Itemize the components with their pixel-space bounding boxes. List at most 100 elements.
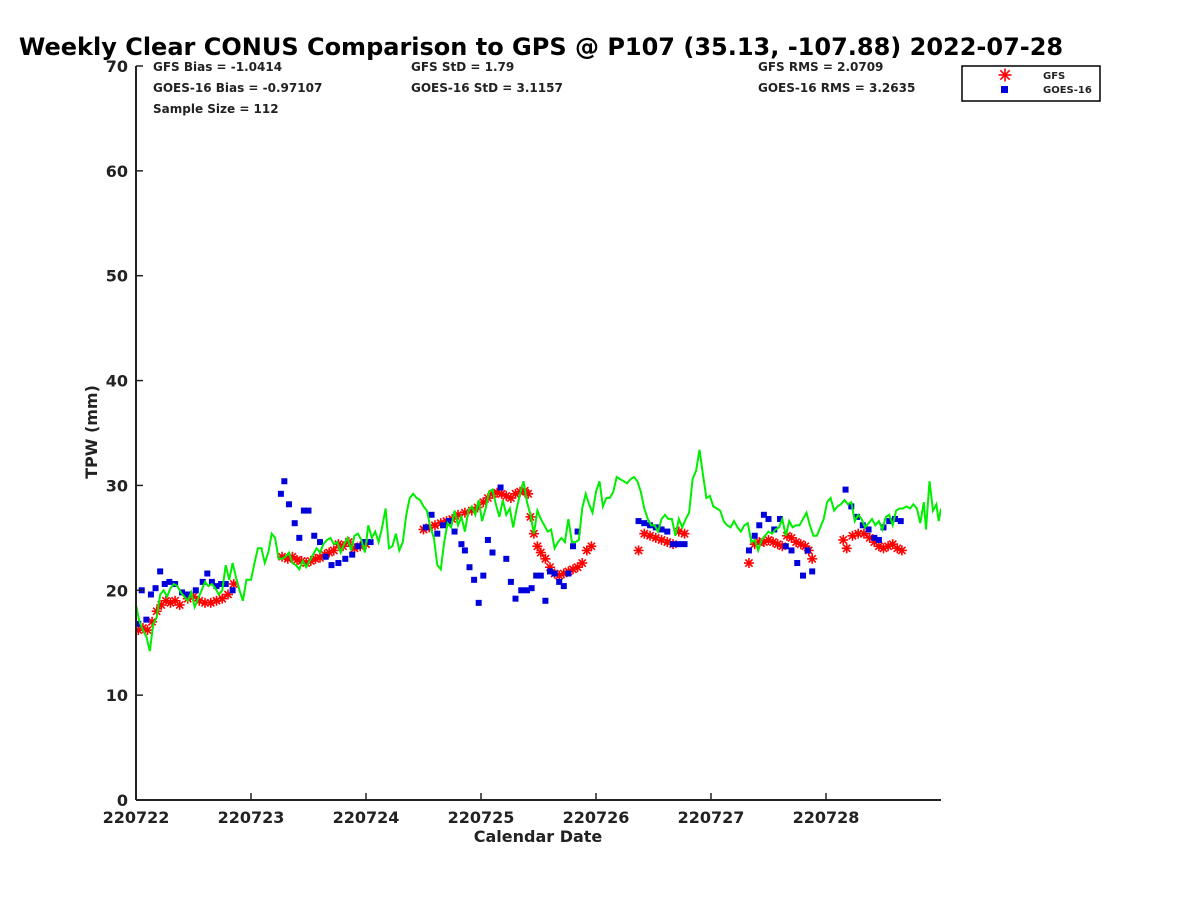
gfs-bias-stat: GFS Bias = -1.0414 <box>153 60 282 74</box>
legend-box <box>961 65 1101 102</box>
point-goes-16 <box>152 585 159 592</box>
point-goes-16 <box>208 578 215 585</box>
point-goes-16 <box>641 520 648 527</box>
point-goes-16 <box>760 511 767 518</box>
point-goes-16 <box>360 539 367 546</box>
point-goes-16 <box>428 511 435 518</box>
point-goes-16 <box>300 507 307 514</box>
point-goes-16 <box>434 530 441 537</box>
point-goes-16 <box>277 490 284 497</box>
point-goes-16 <box>842 486 849 493</box>
point-goes-16 <box>794 560 801 567</box>
x-tick-label: 220722 <box>103 808 170 827</box>
y-tick-label: 10 <box>106 686 128 705</box>
point-goes-16 <box>528 585 535 592</box>
point-goes-16 <box>475 599 482 606</box>
point-goes-16 <box>565 570 572 577</box>
point-goes-16 <box>518 587 525 594</box>
point-gfs <box>858 528 869 539</box>
point-goes-16 <box>551 570 558 577</box>
x-axis-label: Calendar Date <box>474 827 603 846</box>
point-goes-16 <box>664 528 671 535</box>
x-tick-label: 220726 <box>563 808 630 827</box>
goes-bias-stat: GOES-16 Bias = -0.97107 <box>153 81 322 95</box>
point-goes-16 <box>166 578 173 585</box>
point-gfs <box>838 534 849 545</box>
point-goes-16 <box>147 591 154 598</box>
point-goes-16 <box>157 568 164 575</box>
point-goes-16 <box>328 562 335 569</box>
point-goes-16 <box>804 547 811 554</box>
point-goes-16 <box>751 532 758 539</box>
point-gfs <box>807 553 818 564</box>
point-gfs <box>896 545 907 556</box>
point-goes-16 <box>574 528 581 535</box>
point-goes-16 <box>524 587 530 594</box>
point-gfs <box>586 541 597 552</box>
point-goes-16 <box>342 555 349 562</box>
point-goes-16 <box>305 507 312 514</box>
legend-gfs-marker <box>998 68 1012 82</box>
point-gfs <box>743 558 754 569</box>
point-goes-16 <box>658 526 665 533</box>
x-tick-label: 220727 <box>678 808 745 827</box>
plot-area <box>136 449 941 652</box>
x-tick-label: 220728 <box>793 808 860 827</box>
point-goes-16 <box>670 541 677 548</box>
point-goes-16 <box>192 587 199 594</box>
point-goes-16 <box>897 518 904 525</box>
point-goes-16 <box>143 616 150 623</box>
point-goes-16 <box>675 541 682 548</box>
point-goes-16 <box>635 518 642 525</box>
point-goes-16 <box>809 568 816 575</box>
point-goes-16 <box>451 528 458 535</box>
point-goes-16 <box>788 547 795 554</box>
point-goes-16 <box>875 536 882 543</box>
point-goes-16 <box>218 580 225 587</box>
y-tick-label: 40 <box>106 372 128 391</box>
point-goes-16 <box>322 553 329 560</box>
point-goes-16 <box>466 564 473 571</box>
point-goes-16 <box>229 587 236 594</box>
point-goes-16 <box>317 539 323 546</box>
point-goes-16 <box>512 595 519 602</box>
point-goes-16 <box>354 543 361 550</box>
point-goes-16 <box>681 541 688 548</box>
y-tick-label: 60 <box>106 162 128 181</box>
point-goes-16 <box>547 568 553 575</box>
point-goes-16 <box>349 551 356 558</box>
x-tick-label: 220724 <box>333 808 400 827</box>
point-goes-16 <box>480 572 487 579</box>
point-goes-16 <box>222 580 229 587</box>
point-goes-16 <box>777 515 783 522</box>
point-goes-16 <box>296 534 303 541</box>
chart-title: Weekly Clear CONUS Comparison to GPS @ P… <box>19 33 1063 61</box>
y-tick-label: 20 <box>106 581 128 600</box>
point-goes-16 <box>745 547 752 554</box>
point-goes-16 <box>484 536 491 543</box>
point-gfs <box>841 543 852 554</box>
point-goes-16 <box>204 570 211 577</box>
goes-rms-stat: GOES-16 RMS = 3.2635 <box>758 81 915 95</box>
point-gfs <box>160 595 171 606</box>
point-goes-16 <box>507 578 514 585</box>
point-goes-16 <box>445 518 452 525</box>
legend: GFS GOES-16 <box>961 65 1101 102</box>
point-goes-16 <box>213 583 220 590</box>
point-goes-16 <box>161 580 168 587</box>
legend-goes-marker <box>1001 86 1008 93</box>
gfs-std-stat: GFS StD = 1.79 <box>411 60 514 74</box>
point-goes-16 <box>533 572 540 579</box>
point-goes-16 <box>136 620 142 627</box>
point-gfs <box>679 528 690 539</box>
point-goes-16 <box>184 591 191 598</box>
point-goes-16 <box>335 560 342 567</box>
point-goes-16 <box>871 534 878 541</box>
point-goes-16 <box>367 539 374 546</box>
x-tick-label: 220725 <box>448 808 515 827</box>
point-goes-16 <box>542 597 549 604</box>
point-goes-16 <box>458 541 465 548</box>
point-goes-16 <box>497 484 504 491</box>
point-goes-16 <box>199 578 206 585</box>
